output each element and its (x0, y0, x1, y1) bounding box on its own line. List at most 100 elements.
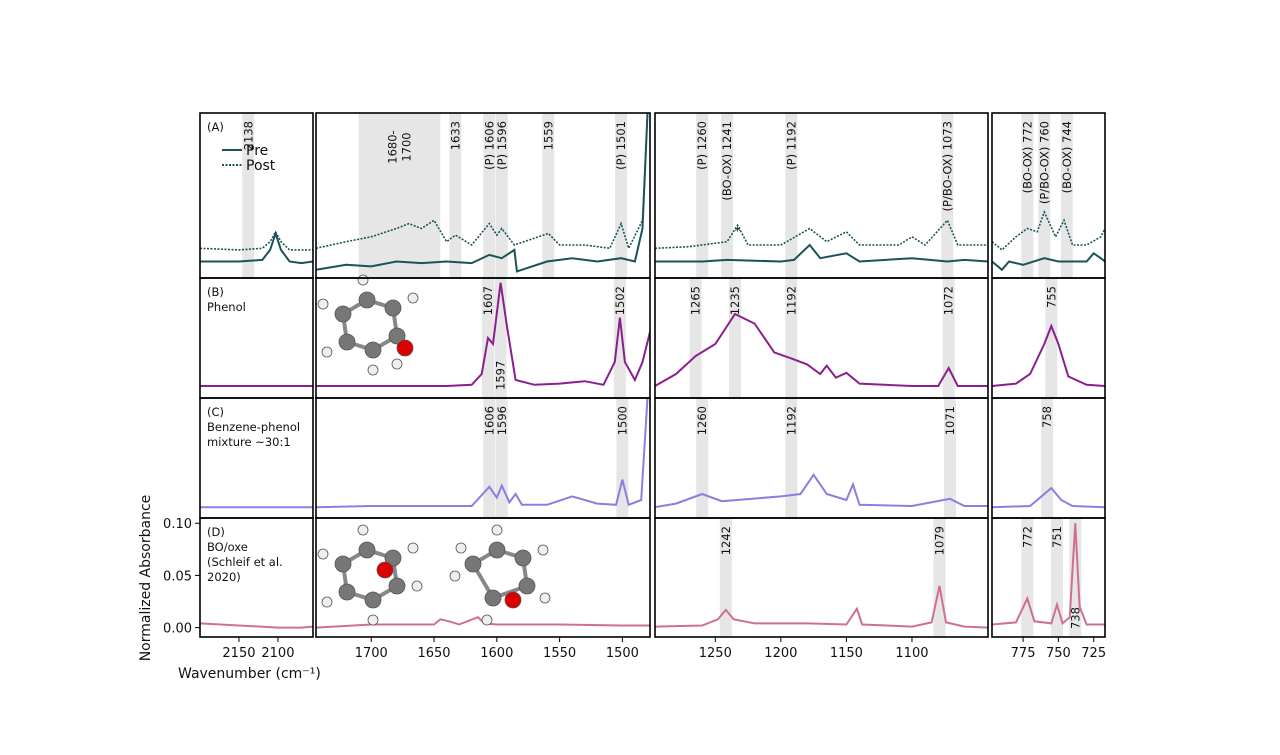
x-tick-label: 1250 (699, 646, 732, 661)
atom (388, 327, 406, 345)
x-tick-label: 775 (1011, 646, 1036, 661)
spectrum (200, 622, 313, 629)
spectrum (200, 230, 313, 251)
band (495, 398, 508, 518)
atom (464, 555, 482, 573)
annotation: 1596 (495, 406, 509, 435)
spectrum (316, 398, 649, 509)
x-axis-label: Wavenumber (cm⁻¹) (178, 666, 321, 682)
band (483, 113, 496, 278)
spectrum (655, 243, 988, 263)
annotation: 1260 (695, 406, 709, 435)
band (785, 113, 798, 278)
atom (334, 305, 352, 323)
band (696, 113, 709, 278)
annotation: (P/BO-OX) 760 (1037, 121, 1051, 204)
band (941, 113, 954, 278)
annotation: 1597 (494, 361, 508, 390)
y-tick-label: 0.10 (163, 517, 192, 532)
atom (449, 570, 461, 582)
spectrum (992, 486, 1105, 509)
x-tick-label: 1650 (417, 646, 450, 661)
band (689, 278, 702, 398)
atom (358, 541, 376, 559)
atom (357, 274, 369, 286)
atom (364, 591, 382, 609)
sample-label: (Schleif et al. (207, 555, 283, 569)
atom (367, 614, 379, 626)
atom (364, 341, 382, 359)
annotation: 1072 (942, 286, 956, 315)
annotation: 1700 (400, 132, 414, 161)
panel-frame (654, 277, 989, 399)
band (1050, 518, 1063, 637)
legend-label: Pre (246, 143, 268, 159)
atom (537, 544, 549, 556)
atom (317, 298, 329, 310)
band (1021, 113, 1034, 278)
atom (391, 358, 403, 370)
atom (376, 561, 394, 579)
atom (317, 548, 329, 560)
band (1045, 278, 1058, 398)
atom (367, 364, 379, 376)
spectrum (655, 312, 988, 387)
atom (455, 542, 467, 554)
band (483, 398, 496, 518)
annotation: 1265 (689, 286, 703, 315)
band (1038, 113, 1051, 278)
row-label: (D) (207, 525, 225, 539)
x-tick-label: 2100 (261, 646, 294, 661)
atom (518, 577, 536, 595)
atom (407, 542, 419, 554)
band (242, 113, 255, 278)
annotation: 738 (1068, 607, 1082, 629)
annotation: 755 (1044, 286, 1058, 308)
atom (504, 591, 522, 609)
annotation: (P) 1501 (614, 121, 628, 170)
annotation: 1559 (541, 121, 555, 150)
annotation: * (735, 224, 741, 238)
spectrum (316, 616, 650, 629)
atom (484, 589, 502, 607)
x-tick-label: 1500 (606, 646, 639, 661)
band (696, 398, 709, 518)
molecule (317, 524, 423, 626)
annotation: (P) 1260 (695, 121, 709, 170)
spectrum (992, 209, 1105, 251)
annotation: (BO-OX) 772 (1020, 121, 1034, 193)
annotation: 1680- (386, 130, 400, 163)
annotation: 1606 (482, 406, 496, 435)
annotation: (P) 1192 (784, 121, 798, 170)
band (495, 113, 508, 278)
frames (195, 112, 1106, 642)
spectrum (655, 473, 988, 509)
band (728, 278, 741, 398)
band (613, 278, 626, 398)
spectrum (655, 218, 988, 250)
atom (384, 299, 402, 317)
sample-label: Benzene-phenol (207, 420, 300, 434)
band (785, 398, 798, 518)
atom (396, 339, 414, 357)
x-tick-label: 1600 (480, 646, 513, 661)
annotation: 1071 (943, 406, 957, 435)
atom (338, 583, 356, 601)
annotation: 1500 (615, 406, 629, 435)
band (1069, 518, 1082, 637)
band (615, 113, 628, 278)
annotation: (P) 1596 (495, 121, 509, 170)
spectrum (992, 523, 1105, 626)
y-axis-label: Normalized Absorbance (138, 495, 154, 662)
atom (321, 596, 333, 608)
panel-frame (991, 517, 1106, 638)
annotation: 1502 (613, 286, 627, 315)
lines (200, 113, 1105, 629)
sample-label: mixture ~30:1 (207, 435, 291, 449)
sample-label: 2020) (207, 570, 241, 584)
atom (514, 549, 532, 567)
spectrum (992, 323, 1105, 387)
annotation: (BO-OX) 744 (1060, 121, 1074, 193)
atom (407, 292, 419, 304)
